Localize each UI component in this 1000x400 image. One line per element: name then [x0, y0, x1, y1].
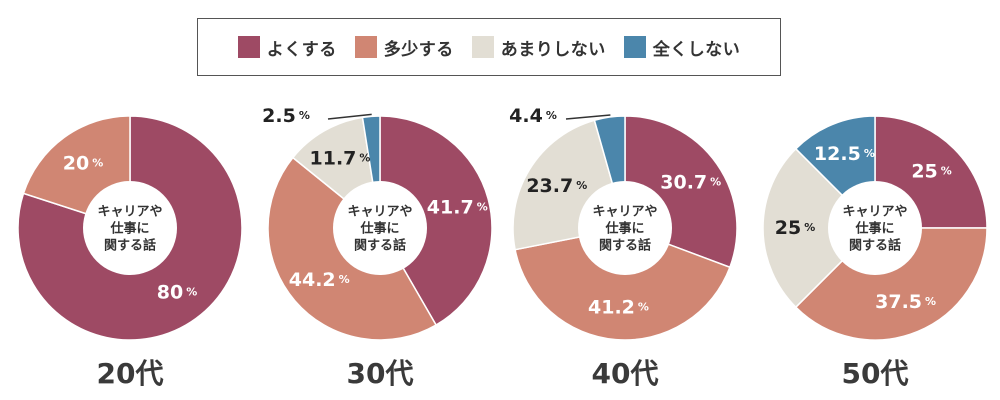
- legend-item-somewhat: 多少する: [354, 35, 454, 60]
- value-label-often: 41.7%: [427, 196, 488, 218]
- center-label-line: 関する話: [104, 238, 156, 254]
- center-label-line: 関する話: [354, 238, 406, 254]
- value-label-somewhat: 44.2%: [289, 269, 350, 291]
- center-label-line: 仕事に: [109, 221, 149, 237]
- leader-line-never: [327, 113, 372, 120]
- slice-rarely: [762, 147, 877, 309]
- value-label-often: 80%: [157, 281, 197, 303]
- value-label-never: 12.5%: [814, 143, 875, 165]
- value-label-somewhat: 41.2%: [588, 296, 649, 318]
- legend-item-often: よくする: [237, 35, 337, 60]
- chart-title: 20代: [97, 357, 164, 390]
- chart-title: 50代: [842, 357, 909, 390]
- center-label-line: 仕事に: [604, 221, 644, 237]
- center-label-line: 関する話: [849, 238, 901, 254]
- leader-line-never: [565, 114, 611, 120]
- center-label-line: 関する話: [599, 238, 651, 254]
- legend-label-somewhat: 多少する: [383, 39, 454, 60]
- legend-item-never: 全くしない: [623, 35, 741, 60]
- legend-swatch-often: [237, 36, 260, 58]
- chart-title: 30代: [347, 357, 414, 390]
- slice-often: [379, 115, 493, 326]
- legend: よくする 多少する あまりしない 全くしない: [197, 18, 781, 76]
- center-label-line: 仕事に: [359, 221, 399, 237]
- legend-label-often: よくする: [266, 39, 337, 60]
- center-label-line: 仕事に: [854, 221, 894, 237]
- value-label-never: 4.4%: [509, 105, 557, 127]
- chart-title: 40代: [592, 357, 659, 390]
- value-label-rarely: 11.7%: [310, 147, 371, 169]
- center-label-line: キャリアや: [347, 205, 412, 220]
- value-label-somewhat: 20%: [63, 152, 103, 174]
- slice-somewhat: [514, 227, 731, 341]
- slice-somewhat: [794, 227, 988, 341]
- legend-label-never: 全くしない: [652, 39, 741, 60]
- donut-hole: [578, 181, 672, 275]
- center-label-line: キャリアや: [592, 205, 657, 220]
- donut-hole: [83, 181, 177, 275]
- center-label-line: キャリアや: [842, 205, 907, 220]
- legend-item-rarely: あまりしない: [471, 35, 606, 60]
- legend-label-rarely: あまりしない: [500, 39, 606, 60]
- legend-swatch-somewhat: [354, 36, 377, 58]
- legend-swatch-rarely: [471, 36, 494, 58]
- center-label-line: キャリアや: [97, 205, 162, 220]
- value-label-rarely: 23.7%: [526, 175, 587, 197]
- donut-hole: [828, 181, 922, 275]
- donut-hole: [333, 181, 427, 275]
- value-label-never: 2.5%: [262, 105, 310, 127]
- value-label-often: 30.7%: [660, 171, 721, 193]
- value-label-often: 25%: [911, 160, 951, 182]
- value-label-somewhat: 37.5%: [875, 290, 936, 312]
- legend-swatch-never: [623, 36, 646, 58]
- value-label-rarely: 25%: [775, 217, 815, 239]
